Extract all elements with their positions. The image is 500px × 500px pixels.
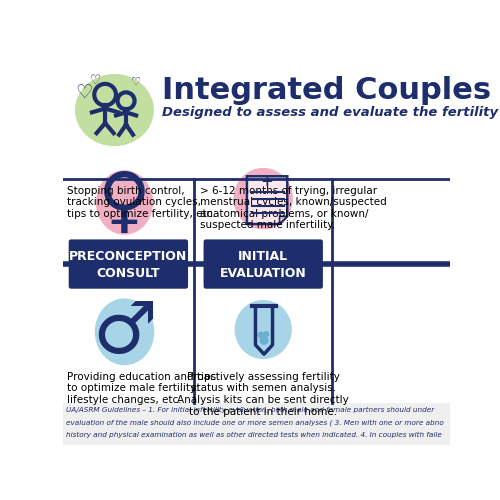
Text: Integrated Couples Care: Integrated Couples Care — [162, 76, 500, 106]
Polygon shape — [280, 216, 287, 224]
Ellipse shape — [236, 300, 291, 358]
FancyBboxPatch shape — [204, 240, 323, 288]
Ellipse shape — [96, 299, 154, 364]
Text: ♀: ♀ — [98, 170, 151, 238]
Text: Proactively assessing fertility
status with semen analysis.
Analysis kits can be: Proactively assessing fertility status w… — [178, 372, 349, 416]
Circle shape — [264, 332, 268, 336]
Text: CONSULT: CONSULT — [96, 267, 160, 280]
Text: ♡: ♡ — [90, 74, 101, 88]
Circle shape — [258, 332, 264, 338]
Text: evaluation of the male should also include one or more semen analyses ( 3. Men w: evaluation of the male should also inclu… — [66, 420, 444, 426]
Text: > 6-12 months of trying, irregular
menstrual cycles, known/suspected
anatomical : > 6-12 months of trying, irregular menst… — [200, 186, 387, 230]
Polygon shape — [247, 176, 287, 224]
Text: ♡: ♡ — [76, 83, 93, 102]
Polygon shape — [62, 402, 450, 445]
Text: Stopping birth control,
tracking ovulation cycles,
tips to optimize fertility, e: Stopping birth control, tracking ovulati… — [67, 186, 216, 218]
Text: ♂: ♂ — [92, 299, 157, 368]
Ellipse shape — [96, 171, 152, 234]
Text: Designed to assess and evaluate the fertility of: Designed to assess and evaluate the fert… — [162, 106, 500, 119]
Ellipse shape — [76, 74, 153, 146]
Text: UA/ASRM Guidelines – 1. For initial infertility evaluation, both male and female: UA/ASRM Guidelines – 1. For initial infe… — [66, 408, 434, 414]
Text: history and physical examination as well as other directed tests when indicated.: history and physical examination as well… — [66, 432, 442, 438]
Text: ♡: ♡ — [131, 76, 141, 86]
Circle shape — [260, 336, 268, 344]
Text: INITIAL: INITIAL — [238, 250, 288, 263]
Text: +: + — [260, 174, 272, 189]
Ellipse shape — [234, 168, 292, 228]
Text: Providing education and tips
to optimize male fertility:
lifestyle changes, etc.: Providing education and tips to optimize… — [67, 372, 216, 405]
Text: PRECONCEPTION: PRECONCEPTION — [69, 250, 188, 263]
FancyBboxPatch shape — [68, 240, 188, 288]
Text: EVALUATION: EVALUATION — [220, 267, 306, 280]
